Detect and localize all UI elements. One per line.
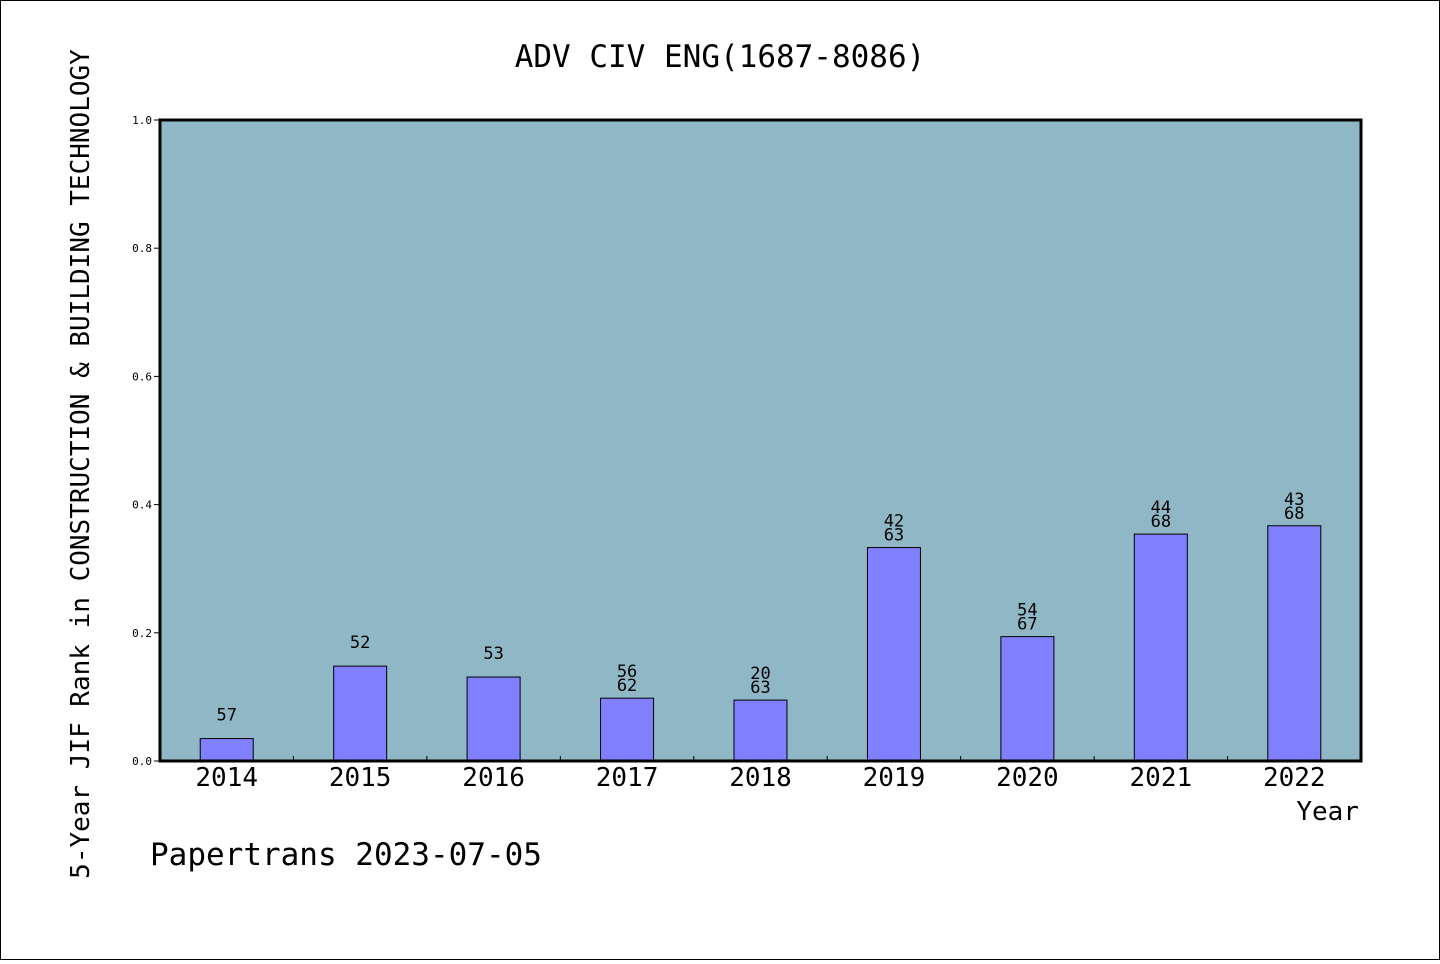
bar-2022 xyxy=(1267,525,1322,762)
bar-label-2016-0: 53 xyxy=(483,644,503,664)
x-tick-label-2019: 2019 xyxy=(863,763,926,793)
x-tick-label-2021: 2021 xyxy=(1130,763,1193,793)
bar-label-2020-1: 67 xyxy=(1017,615,1037,635)
y-tick-label-1.0: 1.0 xyxy=(132,114,152,127)
x-tick-label-2015: 2015 xyxy=(329,763,392,793)
x-tick-label-2018: 2018 xyxy=(729,763,792,793)
x-tick-label-2014: 2014 xyxy=(195,763,258,793)
bar-label-2015-0: 52 xyxy=(350,633,370,653)
bar-label-2021-0: 44 xyxy=(1151,498,1171,518)
bar-2020 xyxy=(1000,636,1055,762)
y-tick-label-0.6: 0.6 xyxy=(132,370,152,383)
x-tick-label-2020: 2020 xyxy=(996,763,1059,793)
bar-label-2014-0: 57 xyxy=(216,706,236,726)
plot-border xyxy=(158,118,1363,763)
y-axis-ticks: 0.0 0.2 0.4 0.6 0.8 1.0 xyxy=(132,114,160,768)
bar-label-2018-0: 20 xyxy=(750,664,770,684)
bar-label-2017-0: 56 xyxy=(617,662,637,682)
bar-label-2019-0: 42 xyxy=(884,512,904,532)
bar-2018 xyxy=(733,699,788,762)
y-tick-label-0.4: 0.4 xyxy=(132,499,152,512)
bar-label-2021-1: 68 xyxy=(1151,512,1171,532)
y-tick-label-0.0: 0.0 xyxy=(132,755,152,768)
bar-2019 xyxy=(866,547,921,762)
x-tick-label-2022: 2022 xyxy=(1263,763,1326,793)
bar-2021 xyxy=(1133,533,1188,762)
x-axis-label: Year xyxy=(1296,797,1359,827)
x-tick-label-2017: 2017 xyxy=(596,763,659,793)
chart-title: ADV CIV ENG(1687-8086) xyxy=(515,39,926,75)
bar-label-2022-1: 68 xyxy=(1284,504,1304,524)
bar-label-2019-1: 63 xyxy=(884,526,904,546)
bar-label-2020-0: 54 xyxy=(1017,601,1037,621)
bar-label-2022-0: 43 xyxy=(1284,490,1304,510)
y-tick-label-0.8: 0.8 xyxy=(132,242,152,255)
bar-2016 xyxy=(466,676,521,762)
bar-label-2017-1: 62 xyxy=(617,676,637,696)
bar-2017 xyxy=(600,697,655,762)
bar-2014 xyxy=(199,738,254,762)
bars-group xyxy=(199,525,1322,762)
x-tick-label-2016: 2016 xyxy=(462,763,525,793)
x-axis-ticks: 2014 2015 2016 2017 2018 2019 2020 2021 2022 xyxy=(195,756,1326,793)
footer-watermark: Papertrans 2023-07-05 xyxy=(150,837,542,873)
bar-label-2018-1: 63 xyxy=(750,678,770,698)
bar-2015 xyxy=(333,665,388,762)
y-axis-label: 5-Year JIF Rank in CONSTRUCTION & BUILDI… xyxy=(66,49,96,879)
y-tick-label-0.2: 0.2 xyxy=(132,627,152,640)
